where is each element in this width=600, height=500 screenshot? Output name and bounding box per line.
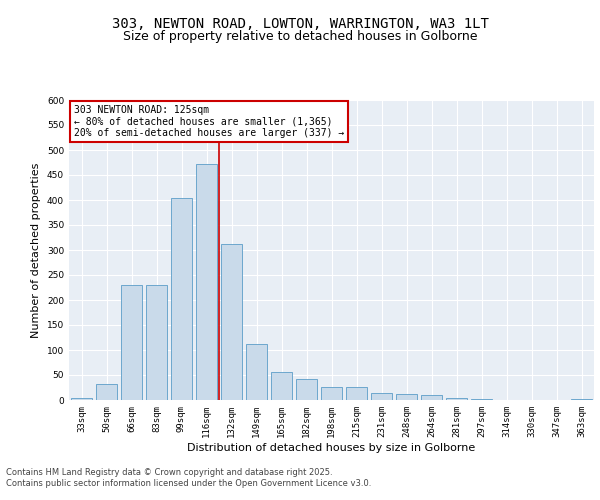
Bar xyxy=(396,394,417,400)
Bar xyxy=(196,164,217,400)
Bar xyxy=(471,398,492,400)
Bar xyxy=(121,285,142,400)
Text: 303, NEWTON ROAD, LOWTON, WARRINGTON, WA3 1LT: 303, NEWTON ROAD, LOWTON, WARRINGTON, WA… xyxy=(112,18,488,32)
X-axis label: Distribution of detached houses by size in Golborne: Distribution of detached houses by size … xyxy=(187,442,476,452)
Bar xyxy=(96,384,117,400)
Bar xyxy=(421,395,442,400)
Bar xyxy=(321,386,342,400)
Bar xyxy=(571,399,592,400)
Bar xyxy=(371,392,392,400)
Bar xyxy=(146,285,167,400)
Bar xyxy=(446,398,467,400)
Bar xyxy=(221,244,242,400)
Bar xyxy=(296,379,317,400)
Y-axis label: Number of detached properties: Number of detached properties xyxy=(31,162,41,338)
Text: Contains HM Land Registry data © Crown copyright and database right 2025.
Contai: Contains HM Land Registry data © Crown c… xyxy=(6,468,371,487)
Bar xyxy=(171,198,192,400)
Bar xyxy=(71,398,92,400)
Bar xyxy=(271,372,292,400)
Bar xyxy=(346,386,367,400)
Text: Size of property relative to detached houses in Golborne: Size of property relative to detached ho… xyxy=(123,30,477,43)
Text: 303 NEWTON ROAD: 125sqm
← 80% of detached houses are smaller (1,365)
20% of semi: 303 NEWTON ROAD: 125sqm ← 80% of detache… xyxy=(74,105,344,138)
Bar xyxy=(246,344,267,400)
